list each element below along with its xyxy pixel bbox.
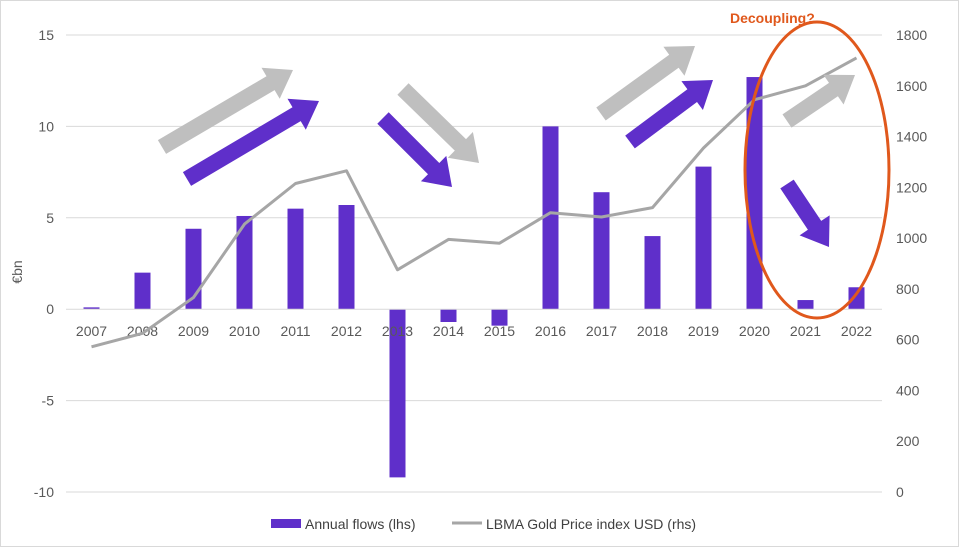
right-axis-ticks: 1800 1600 1400 1200 1000 800 600 400 200 0 (896, 27, 927, 500)
left-tick-label: 5 (46, 210, 54, 226)
right-tick-label: 1600 (896, 78, 927, 94)
right-tick-label: 1400 (896, 129, 927, 145)
x-tick-label: 2013 (382, 323, 413, 339)
arrow-purple-down-2021 (780, 179, 830, 247)
bar-2016 (542, 126, 559, 310)
arrow-purple-up-2018 (625, 80, 713, 149)
bar-2010 (236, 215, 253, 310)
right-tick-label: 1800 (896, 27, 927, 43)
bar-2017 (593, 192, 610, 310)
bar-2012 (338, 205, 355, 310)
right-tick-label: 1000 (896, 230, 927, 246)
x-tick-label: 2022 (841, 323, 872, 339)
bar-2014 (440, 309, 457, 322)
bar-2020 (746, 77, 763, 310)
left-tick-label: 10 (38, 118, 54, 134)
bar-2007 (83, 307, 100, 310)
left-tick-label: -5 (42, 393, 55, 409)
gold-price-line (91, 56, 858, 349)
bar-2011 (287, 208, 304, 310)
arrow-gray-up-2018 (596, 46, 695, 121)
left-tick-label: 0 (46, 301, 54, 317)
bar-series (83, 77, 865, 478)
x-tick-label: 2014 (433, 323, 464, 339)
x-tick-label: 2012 (331, 323, 362, 339)
legend-swatch-annual-flows (271, 519, 301, 528)
arrow-purple-down-2013 (377, 112, 452, 187)
x-tick-label: 2020 (739, 323, 770, 339)
right-tick-label: 800 (896, 281, 920, 297)
right-tick-label: 1200 (896, 179, 927, 195)
x-tick-label: 2016 (535, 323, 566, 339)
x-tick-label: 2009 (178, 323, 209, 339)
bar-2022 (848, 287, 865, 310)
bar-2018 (644, 236, 661, 310)
x-tick-label: 2010 (229, 323, 260, 339)
legend: Annual flows (lhs) LBMA Gold Price index… (271, 516, 696, 532)
legend-label-gold-price: LBMA Gold Price index USD (rhs) (486, 516, 696, 532)
right-tick-label: 600 (896, 332, 920, 348)
bar-2021 (797, 300, 814, 310)
right-tick-label: 400 (896, 382, 920, 398)
category-axis-ticks: 2007 2008 2009 2010 2011 2012 2013 2014 2015 2016… (76, 323, 872, 339)
arrow-gray-down-2013 (397, 83, 479, 163)
bar-2009 (185, 228, 202, 310)
right-tick-label: 200 (896, 433, 920, 449)
x-tick-label: 2007 (76, 323, 107, 339)
left-axis-ticks: 15 10 5 0 -5 -10 (34, 27, 54, 500)
arrow-gray-up-2021 (782, 74, 855, 128)
arrow-gray-up-2009 (157, 67, 293, 154)
x-tick-label: 2019 (688, 323, 719, 339)
trend-arrows (157, 46, 855, 247)
decoupling-ellipse (743, 20, 891, 320)
left-tick-label: 15 (38, 27, 54, 43)
x-tick-label: 2018 (637, 323, 668, 339)
arrow-purple-up-2009 (182, 98, 319, 186)
decoupling-annotation: Decoupling? (730, 10, 815, 26)
x-tick-label: 2017 (586, 323, 617, 339)
right-tick-label: 0 (896, 484, 904, 500)
bar-2015 (491, 309, 508, 326)
x-tick-label: 2015 (484, 323, 515, 339)
y-axis-title: €bn (9, 260, 25, 283)
bar-2019 (695, 166, 712, 310)
bar-2008 (134, 272, 151, 310)
bar-2013 (389, 309, 406, 478)
x-tick-label: 2011 (280, 323, 310, 339)
left-tick-label: -10 (34, 484, 54, 500)
legend-label-annual-flows: Annual flows (lhs) (305, 516, 416, 532)
x-tick-label: 2021 (790, 323, 821, 339)
